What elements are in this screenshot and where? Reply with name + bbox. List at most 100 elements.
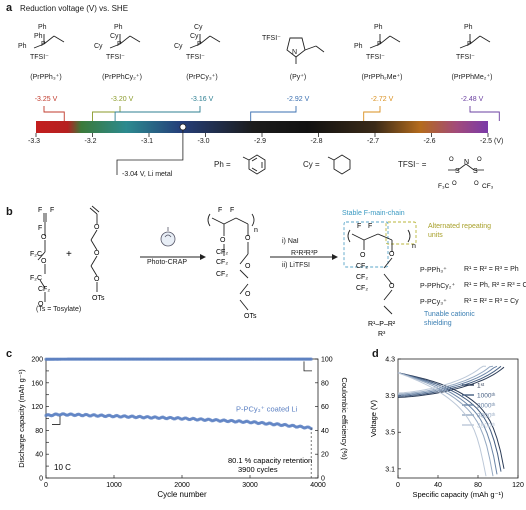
svg-text:F: F bbox=[38, 225, 42, 232]
voltage-profile-chart: 0 40 80 120 3.1 3.5 3.9 4.3 Specific capacity (m… bbox=[369, 357, 524, 500]
tfsi-o2: O bbox=[477, 157, 482, 163]
propyl-bond bbox=[379, 35, 391, 45]
y-tick-label: 3.1 bbox=[385, 466, 395, 473]
atom-p: P bbox=[197, 41, 202, 48]
x-tick-label: 4000 bbox=[310, 482, 326, 489]
reagent-label: R¹R²R³P bbox=[291, 250, 318, 257]
pyrrolidinium-ring bbox=[286, 37, 306, 58]
propyl-bond bbox=[199, 35, 211, 45]
photo-lamp-icon bbox=[160, 227, 176, 247]
axis-tick-label: -3.0 bbox=[197, 138, 210, 145]
atom-p: P bbox=[117, 41, 122, 48]
cation-name: (PrPPhMe₂⁺) bbox=[451, 74, 493, 81]
voltage-axis-ticks bbox=[35, 133, 489, 137]
svg-text:O: O bbox=[94, 250, 100, 257]
svg-text:n: n bbox=[412, 243, 416, 250]
polymer-name: P-PPhCy₂⁺ bbox=[420, 283, 456, 290]
legend-label: 3900ᵗʰ bbox=[477, 423, 496, 430]
x-tick-label: 3000 bbox=[242, 482, 258, 489]
atom-p: P bbox=[377, 41, 382, 48]
final-polymer bbox=[347, 229, 411, 315]
li-metal-marker bbox=[179, 123, 187, 131]
polymer-rule: R¹ = Ph, R² = R³ = Cy bbox=[464, 282, 526, 289]
svg-text:F₂C: F₂C bbox=[30, 251, 42, 258]
step-i-label: i) NaI bbox=[282, 238, 299, 245]
y-tick-label: 0 bbox=[39, 476, 43, 483]
cation-voltage: -3.25 V bbox=[34, 96, 58, 103]
x-tick-label: 0 bbox=[396, 482, 400, 489]
panel-a-label: a bbox=[6, 2, 13, 14]
y2-tick-label: 60 bbox=[321, 404, 329, 411]
x-tick-label: 120 bbox=[512, 482, 524, 489]
propyl-bond bbox=[119, 35, 131, 45]
axis-tick-label: -2.6 bbox=[423, 138, 436, 145]
cation-anion: TFSI⁻ bbox=[30, 54, 49, 61]
y2-tick-label: 20 bbox=[321, 452, 329, 459]
substituent: Cy bbox=[110, 33, 119, 40]
cation-anion: TFSI⁻ bbox=[262, 35, 281, 42]
discharge-curve bbox=[397, 372, 487, 477]
plot-frame bbox=[397, 358, 519, 479]
svg-text:O: O bbox=[38, 301, 44, 308]
polymer-rule: R¹ = R² = R³ = Cy bbox=[464, 298, 519, 305]
svg-text:O: O bbox=[41, 258, 47, 265]
propyl-bond bbox=[129, 35, 141, 43]
cy-legend-label: Cy = bbox=[303, 160, 320, 169]
sub-bond bbox=[189, 43, 201, 49]
vinyl-monomer bbox=[89, 205, 100, 292]
propyl-bond bbox=[43, 35, 55, 45]
fluoro-monomer bbox=[37, 213, 47, 302]
y-tick-label: 4.3 bbox=[385, 357, 395, 364]
tfsi-n: N bbox=[464, 159, 469, 166]
svg-text:O: O bbox=[389, 283, 395, 290]
panel-b-label: b bbox=[6, 206, 13, 218]
svg-text:O: O bbox=[360, 252, 366, 259]
svg-text:F: F bbox=[50, 207, 54, 214]
axis-tick-label: -3.2 bbox=[84, 138, 97, 145]
substituent: Cy bbox=[94, 43, 103, 50]
svg-text:CF₂: CF₂ bbox=[216, 249, 228, 256]
svg-text:CF₂: CF₂ bbox=[356, 285, 368, 292]
svg-text:R³: R³ bbox=[378, 331, 386, 338]
svg-text:CF₂: CF₂ bbox=[216, 271, 228, 278]
axis-tick-label: -2.7 bbox=[367, 138, 380, 145]
svg-text:F: F bbox=[357, 223, 361, 230]
charge-curve bbox=[397, 365, 502, 397]
tfsi-cf3-left: F₃C bbox=[438, 183, 450, 190]
cation-name: (PrPPhCy₂⁺) bbox=[102, 74, 142, 81]
discharge-curve bbox=[397, 372, 494, 477]
svg-text:O: O bbox=[245, 291, 251, 298]
axis-tick-label: -3.1 bbox=[141, 138, 154, 145]
voltage-leader bbox=[250, 106, 297, 121]
axis-tick-label: -2.9 bbox=[254, 138, 267, 145]
svg-text:O: O bbox=[245, 263, 251, 270]
substituent: Cy bbox=[194, 24, 203, 31]
svg-text:O: O bbox=[94, 224, 100, 231]
tfsi-o4: O bbox=[474, 181, 479, 187]
y-tick-label: 160 bbox=[31, 380, 43, 387]
svg-text:O: O bbox=[389, 251, 395, 258]
cycles-label: 3900 cycles bbox=[238, 465, 278, 474]
alkyl-chain bbox=[304, 45, 317, 51]
svg-text:O: O bbox=[94, 276, 100, 283]
sub-bond bbox=[109, 43, 121, 49]
substituent: Ph bbox=[18, 43, 27, 50]
svg-text:CF₂: CF₂ bbox=[216, 259, 228, 266]
stable-chain-label: Stable F-main-chain bbox=[342, 210, 405, 217]
svg-text:R¹–P–R²: R¹–P–R² bbox=[368, 321, 396, 328]
charge-curve bbox=[397, 365, 494, 395]
cation-voltage: -2.72 V bbox=[370, 96, 394, 103]
chart-legend: P-PCy₃⁺ coated Li bbox=[236, 404, 298, 413]
cycling-chart: 0 1000 2000 3000 400004080120160200020406080… bbox=[17, 357, 349, 500]
cation-structures bbox=[33, 34, 491, 64]
cation-anion: TFSI⁻ bbox=[106, 54, 125, 61]
discharge-curve bbox=[397, 372, 498, 475]
substituent: Ph bbox=[354, 43, 363, 50]
polymer-name: P-PPh₃⁺ bbox=[420, 267, 447, 274]
step-ii-label: ii) LiTFSI bbox=[282, 262, 310, 269]
tfsi-structure-icon bbox=[448, 163, 484, 171]
voltage-leader bbox=[469, 106, 500, 121]
y-tick-label: 120 bbox=[31, 404, 43, 411]
svg-text:+: + bbox=[66, 249, 72, 260]
y-tick-label: 80 bbox=[35, 428, 43, 435]
